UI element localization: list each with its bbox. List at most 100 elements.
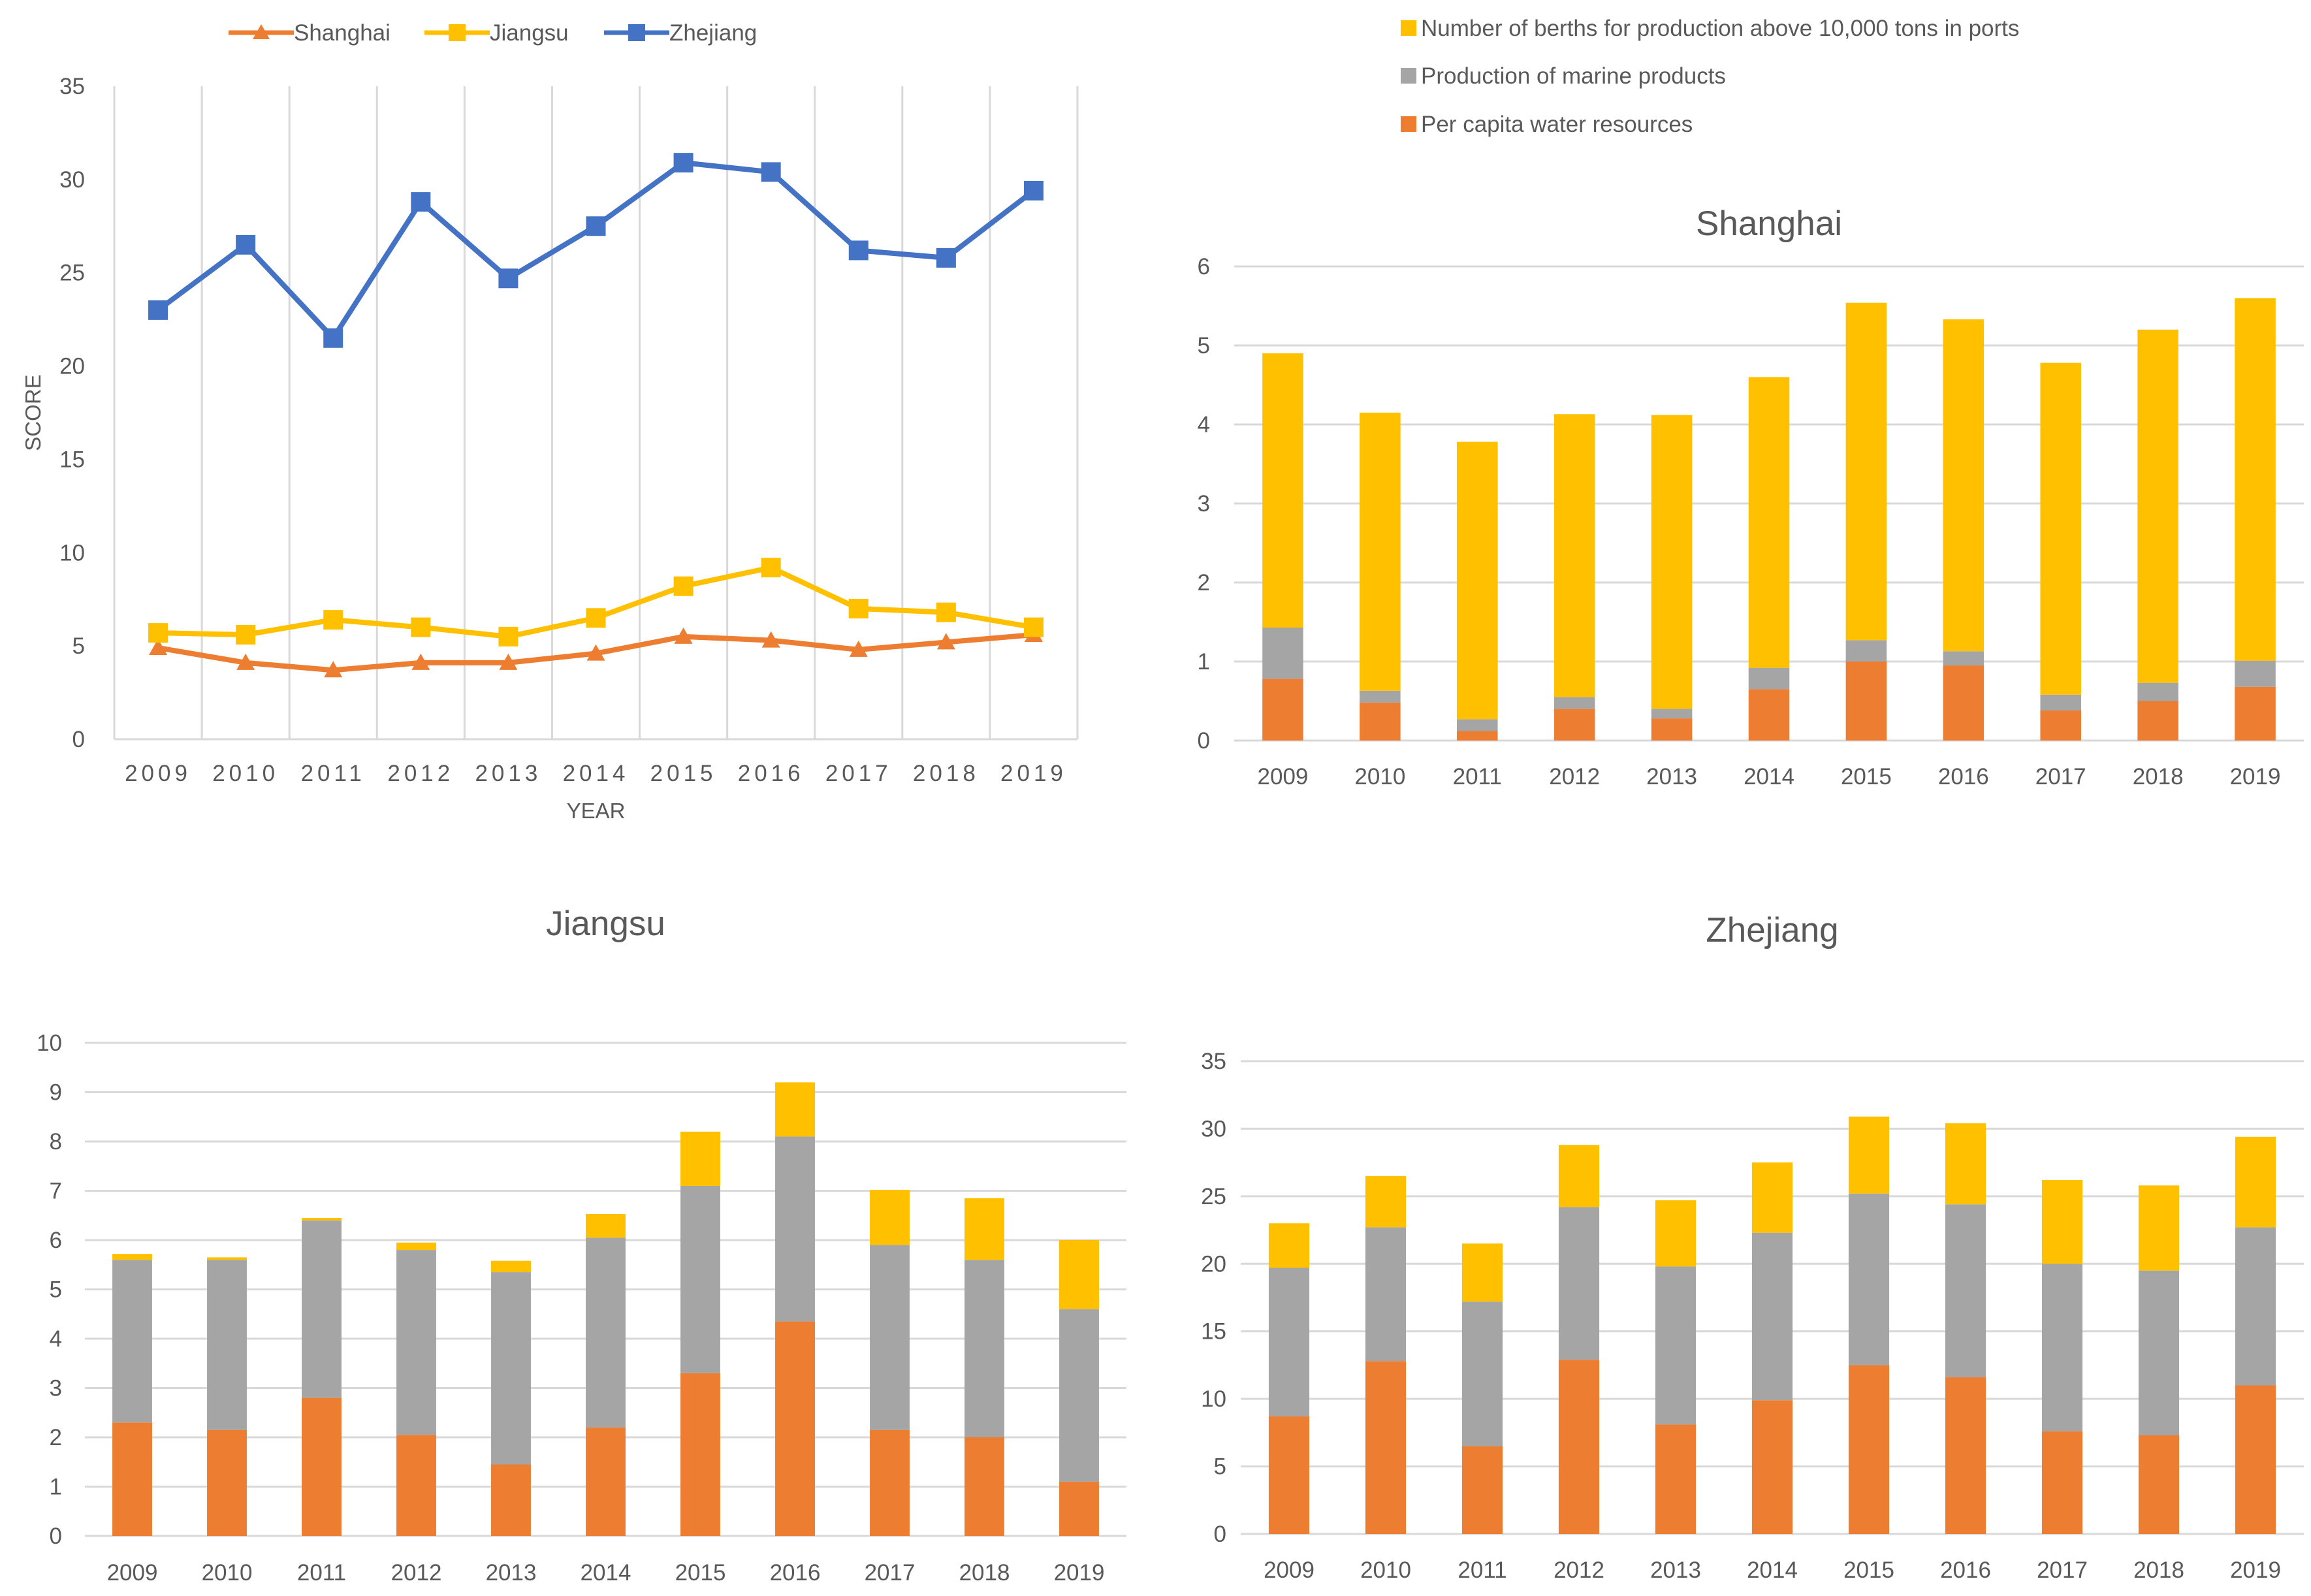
bar-segment-production-of-marine-products [2235,660,2276,687]
bar-segment-production-of-marine-products [1059,1309,1099,1482]
bar-segment-production-of-marine-products [2235,1227,2276,1386]
bar-segment-production-of-marine-products [396,1250,436,1435]
y-tick-label: 8 [50,1129,62,1155]
y-tick-label: 5 [72,633,85,659]
x-tick-label: 2012 [1549,764,1600,790]
bar-segment-per-capita-water-resources [112,1422,152,1536]
data-point-shanghai [324,661,343,678]
x-tick-label: 2009 [107,1560,158,1586]
legend-marker-shanghai [253,24,270,39]
y-tick-label: 25 [1201,1184,1226,1209]
bar-segment-number-of-berths-for-production-above-10-000-tons-in-ports [2137,329,2178,683]
y-tick-label: 7 [50,1179,62,1204]
data-point-jiangsu [498,626,518,646]
x-tick-label: 2015 [675,1560,726,1586]
bar-segment-production-of-marine-products [112,1260,152,1423]
data-point-shanghai [761,631,780,648]
legend-label-number-of-berths-for-production-above-10-000-tons-in-ports: Number of berths for production above 10… [1421,16,2019,41]
data-point-zhejiang [148,300,168,320]
legend-label-shanghai: Shanghai [294,20,390,46]
bar-segment-production-of-marine-products [1268,1268,1310,1417]
legend-label-zhejiang: Zhejiang [669,20,757,46]
data-point-zhejiang [848,240,869,261]
chart-title: Shanghai [1696,204,1842,243]
x-tick-label: 2010 [202,1560,253,1586]
x-tick-label: 2009 [125,761,191,786]
x-tick-label: 2017 [865,1560,916,1586]
bar-segment-number-of-berths-for-production-above-10-000-tons-in-ports [775,1082,815,1137]
bar-segment-per-capita-water-resources [586,1427,626,1536]
bar-segment-production-of-marine-products [870,1245,910,1430]
bar-segment-production-of-marine-products [1848,1193,1890,1365]
y-tick-label: 0 [1214,1522,1226,1547]
bar-segment-production-of-marine-products [1945,1204,1986,1378]
x-tick-label: 2016 [1940,1557,1991,1583]
y-axis-title: SCORE [21,374,45,451]
bar-segment-per-capita-water-resources [1943,665,1984,741]
x-tick-label: 2017 [2037,1557,2088,1583]
y-tick-label: 0 [50,1524,62,1549]
bar-segment-production-of-marine-products [1461,1301,1503,1446]
x-tick-label: 2017 [2035,764,2086,790]
bar-segment-number-of-berths-for-production-above-10-000-tons-in-ports [1360,412,1401,691]
bar-segment-per-capita-water-resources [491,1464,531,1536]
y-tick-label: 20 [59,354,85,379]
y-tick-label: 4 [1198,412,1210,438]
bar-segment-number-of-berths-for-production-above-10-000-tons-in-ports [1845,302,1887,641]
x-tick-label: 2013 [475,761,541,786]
bar-segment-production-of-marine-products [1365,1227,1407,1362]
x-tick-label: 2013 [486,1560,537,1586]
bar-segment-per-capita-water-resources [2235,1385,2276,1534]
y-tick-label: 15 [59,447,85,472]
data-point-zhejiang [586,216,606,236]
bar-segment-per-capita-water-resources [1848,1365,1890,1534]
x-tick-label: 2011 [297,1560,346,1586]
y-tick-label: 25 [59,261,85,286]
x-tick-label: 2018 [959,1560,1010,1586]
bar-segment-per-capita-water-resources [1457,731,1498,741]
bar-segment-production-of-marine-products [1751,1232,1793,1401]
x-tick-label: 2010 [1354,764,1405,790]
bar-segment-production-of-marine-products [1943,651,1984,666]
bar-segment-per-capita-water-resources [2137,701,2178,741]
data-point-zhejiang [673,153,693,173]
bar-segment-per-capita-water-resources [1748,689,1790,741]
data-point-zhejiang [498,268,518,289]
bar-segment-per-capita-water-resources [1558,1360,1600,1534]
bar-segment-number-of-berths-for-production-above-10-000-tons-in-ports [491,1260,531,1273]
bar-segment-number-of-berths-for-production-above-10-000-tons-in-ports [1059,1240,1099,1309]
legend-swatch-per-capita-water-resources [1401,116,1416,132]
x-tick-label: 2014 [1744,764,1794,790]
y-tick-label: 6 [50,1228,62,1253]
y-tick-label: 10 [1201,1386,1226,1412]
x-tick-label: 2019 [2230,764,2281,790]
x-tick-label: 2019 [1054,1560,1105,1586]
bar-segment-number-of-berths-for-production-above-10-000-tons-in-ports [2235,1136,2276,1228]
legend-label-jiangsu: Jiangsu [490,20,569,46]
bar-segment-per-capita-water-resources [1262,678,1303,741]
bar-segment-production-of-marine-products [2041,1264,2083,1431]
y-tick-label: 2 [50,1425,62,1450]
legend-marker-zhejiang [628,24,645,41]
data-point-shanghai [149,639,168,655]
bar-segment-number-of-berths-for-production-above-10-000-tons-in-ports [1554,414,1595,697]
data-point-jiangsu [236,625,256,645]
shanghai-stacked-bar-panel: 0 1 2 3 4 5 6 2009 2010 2011 2012 2013 2014 2015 2016 2… [1198,16,2304,790]
bar-segment-number-of-berths-for-production-above-10-000-tons-in-ports [2040,362,2081,695]
bar-segment-production-of-marine-products [1651,709,1693,719]
bar-segment-per-capita-water-resources [1651,718,1693,741]
jiangsu-stacked-bar-panel: 0 1 2 3 4 5 6 7 8 9 10 2009 2010 2011 2012 2013 2014 2015… [37,904,1126,1586]
bar-segment-production-of-marine-products [1558,1207,1600,1360]
bar-segment-per-capita-water-resources [775,1321,815,1536]
x-tick-label: 2009 [1258,764,1309,790]
bar-segment-production-of-marine-products [2040,694,2081,711]
bar-segment-production-of-marine-products [680,1185,720,1373]
x-tick-label: 2014 [581,1560,631,1586]
x-tick-label: 2018 [2133,764,2184,790]
line-chart-panel: 0 5 10 15 20 25 30 35 2009 2010 2011 2012 2013 2014 20… [21,20,1079,823]
bar-segment-number-of-berths-for-production-above-10-000-tons-in-ports [112,1254,152,1260]
bar-segment-number-of-berths-for-production-above-10-000-tons-in-ports [2138,1185,2180,1271]
bar-segment-production-of-marine-products [491,1272,531,1465]
y-tick-label: 20 [1201,1251,1226,1277]
